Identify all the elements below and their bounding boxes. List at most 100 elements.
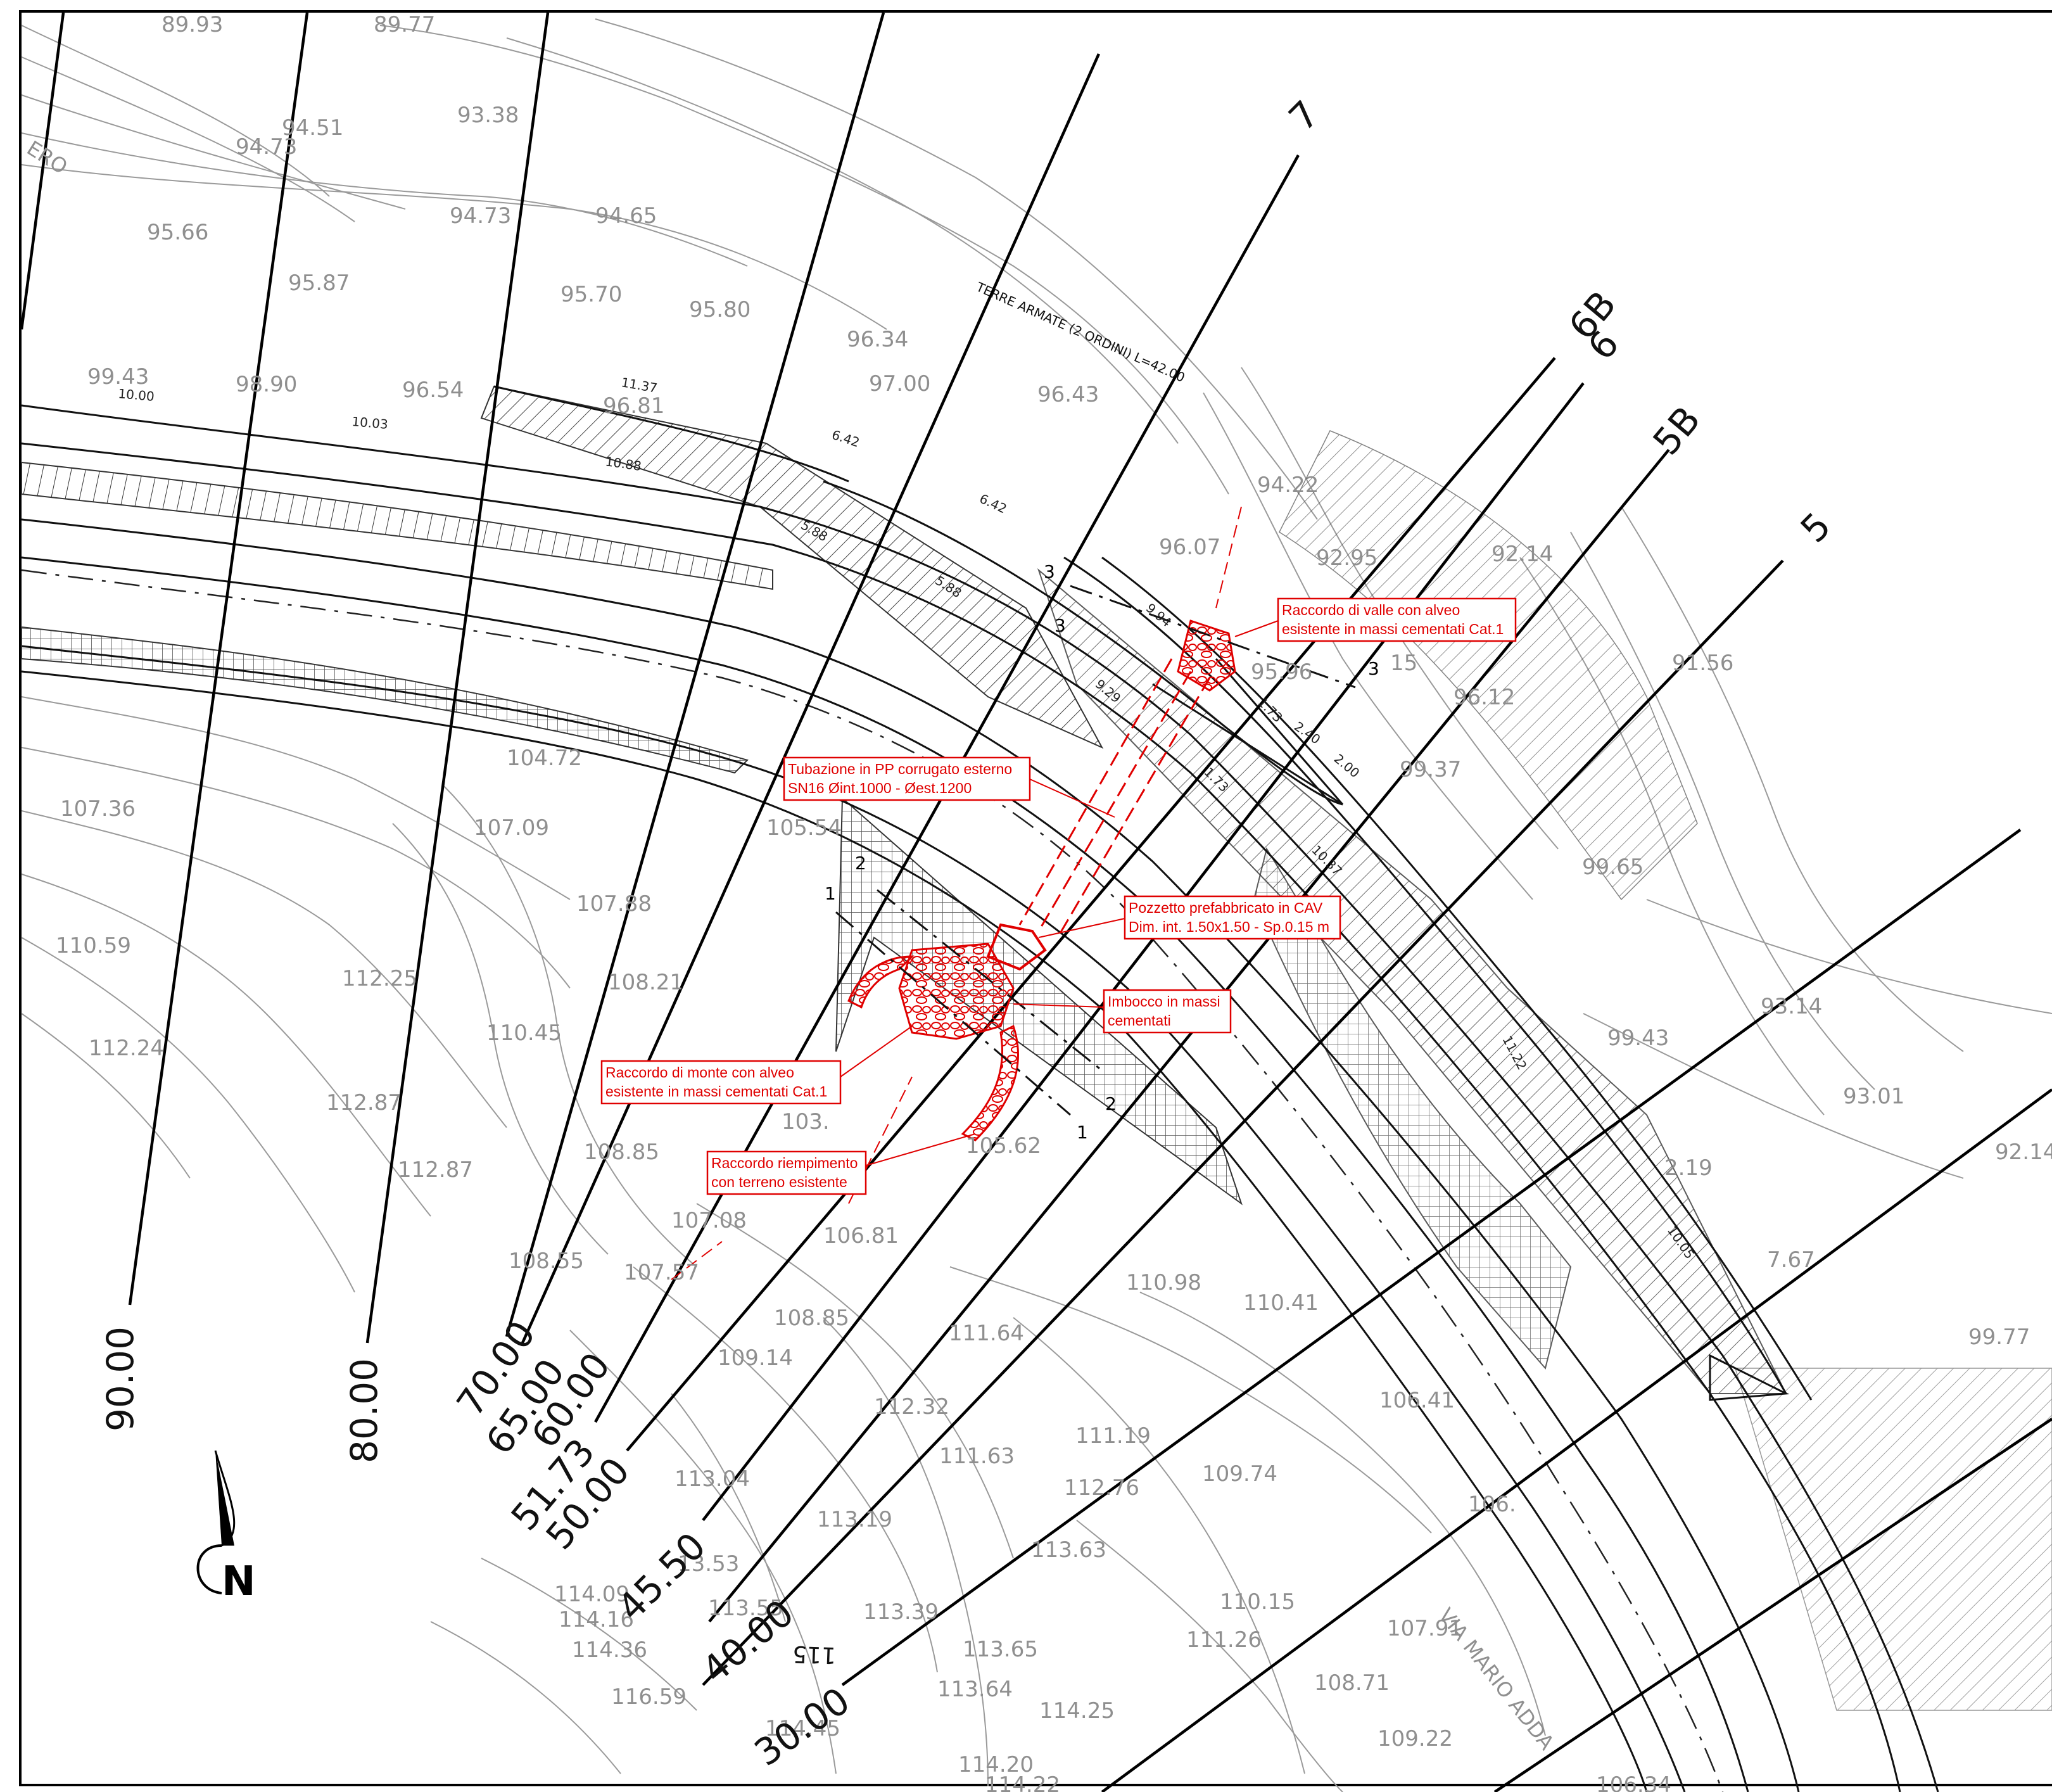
elevation-label: 99.77 (1968, 1325, 2030, 1350)
section-line-label: 45.50 (609, 1524, 714, 1629)
elevation-label: 95.87 (288, 270, 350, 296)
callout-valle-line1: Raccordo di valle con alveo (1282, 602, 1460, 618)
cut-marker: 2 (1105, 1093, 1117, 1114)
elevation-label: 97.00 (869, 371, 930, 397)
elevation-label: 111.19 (1075, 1423, 1151, 1449)
elevation-label: 2.19 (1664, 1155, 1713, 1181)
elevation-label: 96.34 (847, 327, 908, 352)
road-centerline (21, 569, 1724, 1792)
elevation-label: 112.87 (398, 1157, 473, 1183)
elevation-label: 96.54 (402, 378, 464, 403)
elevation-label: 91.56 (1672, 651, 1733, 676)
elevation-label: 98.90 (236, 372, 297, 397)
callout-riempimento-line2: con terreno esistente (711, 1174, 847, 1190)
elevation-label: 114.36 (572, 1637, 647, 1663)
elevation-label: 110.59 (56, 933, 131, 958)
elevation-label: 110.98 (1126, 1270, 1201, 1295)
elevation-label: 15 (1390, 651, 1417, 676)
callout-imbocco-line2: cementati (1108, 1012, 1171, 1029)
hydraulic-works (671, 506, 1242, 1280)
elevation-label: 112.87 (326, 1090, 402, 1115)
slope-hatching (21, 385, 2052, 1711)
elevation-label: 95.70 (560, 282, 622, 307)
elevation-label: 111.26 (1186, 1627, 1262, 1653)
elevation-label: 103. (782, 1109, 830, 1134)
elevation-label: 112.24 (89, 1036, 164, 1061)
elevation-label: 109.22 (1378, 1726, 1453, 1751)
elevation-label: 109.74 (1202, 1461, 1277, 1487)
elevation-label: 113.65 (963, 1637, 1038, 1662)
elevation-label: 110.45 (486, 1020, 562, 1046)
elevation-label: 113.04 (674, 1466, 750, 1492)
section-lines (20, 12, 2052, 1792)
elevation-label: 106.41 (1379, 1388, 1455, 1413)
elevation-label: 114.25 (1039, 1698, 1115, 1724)
dimension-label: 2.00 (1331, 751, 1363, 780)
elevation-label: 114.16 (559, 1607, 634, 1632)
elevation-label: 109.14 (718, 1345, 793, 1371)
elevation-label: 112.25 (342, 966, 417, 991)
elevation-label: 106.34 (1596, 1772, 1671, 1792)
elevation-label: 13.53 (678, 1551, 739, 1577)
elevation-label: 107.91 (1387, 1616, 1462, 1641)
elevation-label: 7.67 (1767, 1247, 1815, 1273)
cut-marker: 3 (1054, 615, 1066, 636)
elevation-label: 93.38 (457, 103, 519, 128)
terre-armate-label: TERRE ARMATE (2 ORDINI) L=42.00 (973, 279, 1188, 385)
elevation-label: 108.55 (509, 1249, 584, 1274)
elevation-label: 107.09 (474, 815, 549, 841)
elevation-label: 94.73 (236, 134, 297, 160)
elevation-label: 89.77 (374, 12, 435, 37)
elevation-label: 95.80 (689, 297, 750, 322)
contour-115-label: 115 (792, 1641, 837, 1668)
callout-valle-line2: esistente in massi cementati Cat.1 (1282, 621, 1504, 637)
section-line-label: 90.00 (99, 1326, 142, 1432)
elevation-label: 108.85 (774, 1306, 849, 1331)
elevation-label: 99.65 (1582, 855, 1644, 880)
elevation-label: 94.65 (595, 203, 657, 229)
drawing-frame (19, 10, 2052, 1786)
callout-imbocco-line1: Imbocco in massi (1108, 993, 1220, 1010)
elevation-label: 114.45 (765, 1716, 840, 1741)
callout-tubazione-line1: Tubazione in PP corrugato esterno (788, 761, 1012, 777)
elevation-label: 108.71 (1314, 1670, 1390, 1696)
elevation-label: 113.55 (708, 1596, 783, 1621)
elevation-label: 96.12 (1454, 685, 1515, 710)
elevation-label: 113.64 (937, 1677, 1013, 1702)
elevation-label: 107.88 (576, 891, 652, 917)
elevation-label: 94.22 (1257, 473, 1319, 498)
cut-marker: 1 (1077, 1122, 1088, 1143)
elevation-label: 93.14 (1761, 994, 1822, 1019)
callout-pozzetto-line2: Dim. int. 1.50x1.50 - Sp.0.15 m (1129, 918, 1329, 935)
cut-marker: 3 (1044, 561, 1055, 582)
elevation-label: 111.63 (939, 1444, 1015, 1469)
elevation-label: 114.09 (554, 1582, 630, 1607)
elevation-label: 116.59 (611, 1684, 687, 1710)
elevation-label: 99.37 (1400, 757, 1461, 782)
elevation-label: 105.62 (966, 1133, 1041, 1159)
elevation-label: 112.32 (874, 1394, 949, 1420)
callout-raccordo-monte: Raccordo di monte con alveo esistente in… (600, 1026, 913, 1105)
dimension-label: 10.00 (118, 386, 155, 404)
dimension-label: 10.03 (352, 414, 389, 432)
annotations: Raccordo di valle con alveo esistente in… (600, 597, 1517, 1195)
callout-pozzetto-line1: Pozzetto prefabbricato in CAV (1129, 899, 1323, 916)
elevation-label: 95.66 (147, 220, 208, 245)
elevation-label: 108.85 (584, 1140, 659, 1165)
north-label: N (222, 1558, 256, 1605)
elevation-label: 92.14 (1995, 1140, 2052, 1165)
section-line-label: 80.00 (343, 1358, 386, 1463)
dimension-label: 9.94 (1143, 600, 1175, 630)
elevation-label: 104.72 (507, 746, 582, 771)
elevation-label: 106. (1468, 1492, 1516, 1517)
elevation-label: 112.76 (1064, 1475, 1139, 1501)
callout-riempimento-line1: Raccordo riempimento (711, 1155, 858, 1171)
elevation-label: 113.19 (817, 1507, 892, 1532)
elevation-label: 92.95 (1316, 545, 1378, 571)
callout-tubazione: Tubazione in PP corrugato esterno SN16 Ø… (783, 756, 1115, 818)
elevation-label: 110.41 (1243, 1290, 1319, 1316)
elevation-label: 114.20 (958, 1752, 1034, 1777)
elevation-label: 93.01 (1843, 1084, 1904, 1109)
